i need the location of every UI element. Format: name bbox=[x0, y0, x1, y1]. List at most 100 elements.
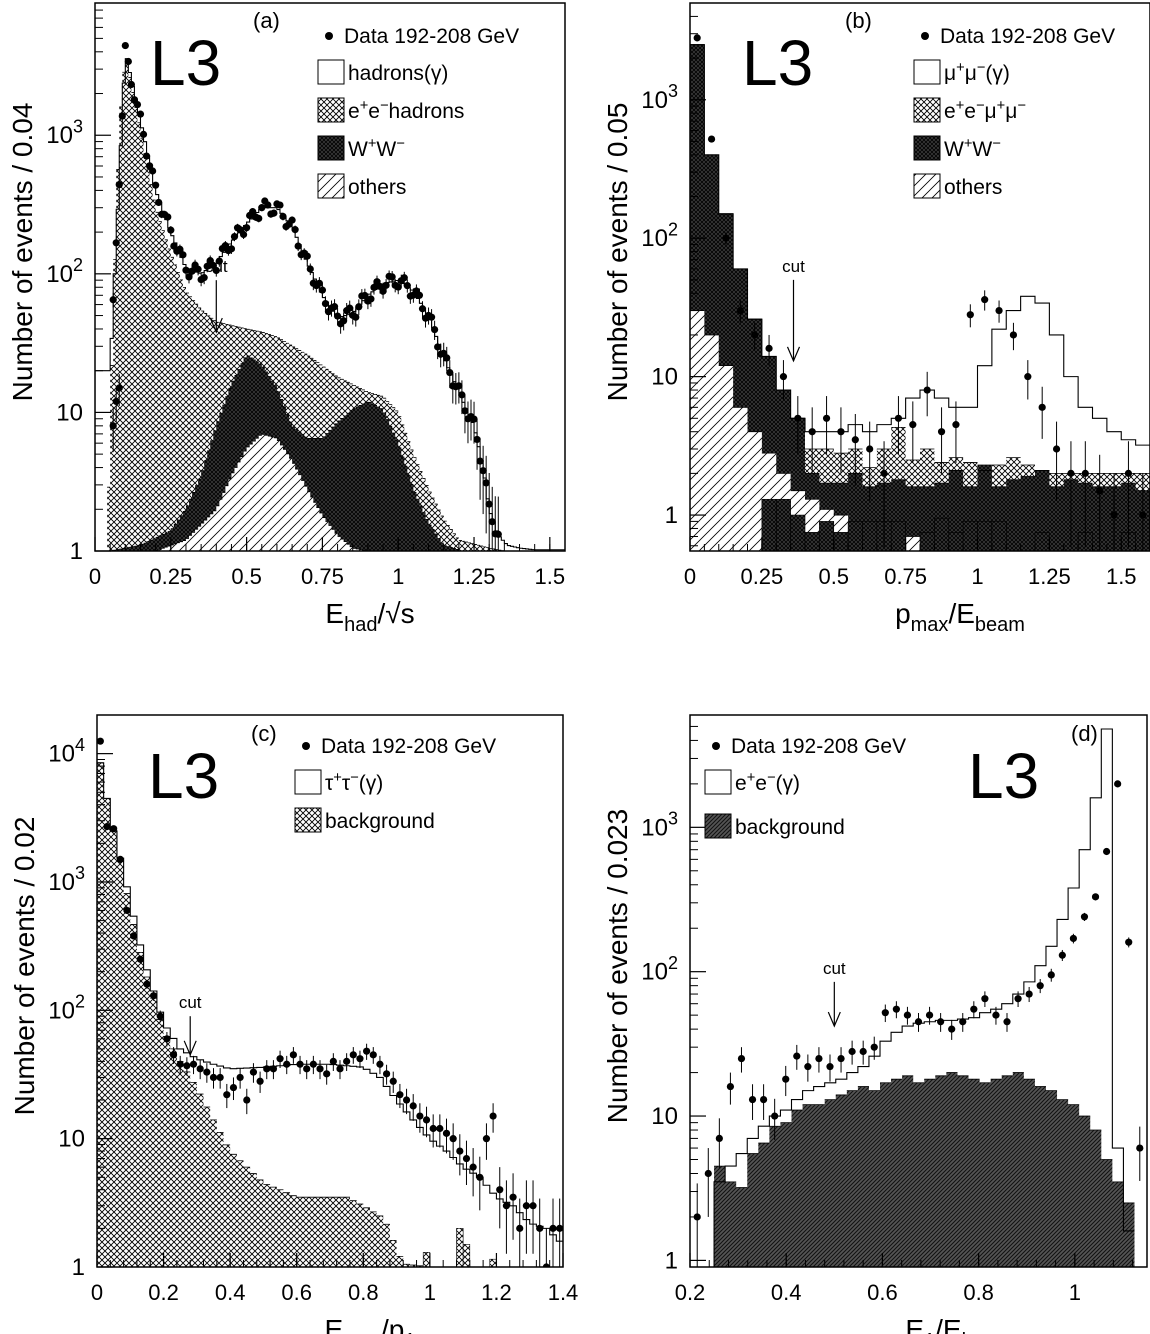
data-point bbox=[859, 1047, 867, 1056]
cut-label: cut bbox=[205, 257, 228, 276]
data-point bbox=[456, 1147, 464, 1155]
data-point bbox=[455, 382, 463, 390]
data-point bbox=[389, 1077, 397, 1085]
hist-fill-dark-bin bbox=[890, 521, 906, 551]
data-point bbox=[388, 273, 396, 281]
data-point bbox=[880, 469, 888, 477]
x-tick-label: 0.4 bbox=[771, 1280, 802, 1305]
data-point bbox=[416, 1112, 424, 1120]
data-point bbox=[236, 1073, 244, 1082]
legend-entry-label: others bbox=[348, 176, 406, 199]
y-axis-label: Number of events / 0.02 bbox=[9, 817, 40, 1116]
cut-label: cut bbox=[179, 993, 202, 1012]
data-point bbox=[256, 1077, 264, 1085]
data-point bbox=[870, 1043, 878, 1051]
legend-entry-label: background bbox=[735, 816, 845, 839]
data-point bbox=[369, 1051, 377, 1059]
data-point bbox=[826, 1063, 834, 1071]
data-point bbox=[1096, 487, 1104, 495]
y-axis-label: Number of events / 0.023 bbox=[602, 809, 633, 1123]
legend-data-label: Data 192-208 GeV bbox=[940, 25, 1115, 48]
panel-tag: (c) bbox=[251, 721, 277, 746]
data-point bbox=[409, 1102, 417, 1110]
legend-swatch-open bbox=[317, 59, 345, 85]
data-point bbox=[542, 1263, 550, 1267]
data-point bbox=[279, 212, 287, 221]
data-point bbox=[443, 354, 451, 362]
data-point bbox=[363, 1047, 371, 1055]
data-point bbox=[97, 737, 104, 745]
data-point bbox=[431, 325, 439, 334]
plot-frame-c bbox=[96, 714, 564, 1268]
data-point bbox=[112, 239, 120, 247]
y-tick-label: 10 bbox=[651, 364, 678, 391]
data-point bbox=[382, 1070, 391, 1078]
data-point bbox=[115, 384, 123, 392]
data-point bbox=[458, 391, 466, 399]
data-point bbox=[270, 209, 278, 217]
data-point bbox=[183, 1062, 191, 1070]
data-point bbox=[346, 304, 354, 312]
data-point bbox=[485, 500, 493, 508]
data-point bbox=[276, 201, 284, 209]
data-point bbox=[808, 428, 816, 436]
y-tick-label: 10 bbox=[58, 1126, 85, 1153]
data-point bbox=[1038, 403, 1046, 411]
data-point bbox=[737, 1054, 746, 1063]
legend-entry-label: τ+τ−(γ) bbox=[325, 770, 383, 795]
data-point bbox=[881, 1009, 889, 1017]
hist-fill-cross bbox=[107, 62, 505, 551]
data-point bbox=[529, 1202, 537, 1210]
data-point bbox=[488, 518, 496, 526]
data-point bbox=[469, 1163, 477, 1171]
data-point bbox=[340, 317, 348, 325]
hist-fill-dark-bin bbox=[977, 521, 993, 551]
data-point bbox=[143, 980, 151, 988]
legend-swatch-cross bbox=[317, 97, 345, 123]
x-tick-label: 0 bbox=[684, 564, 696, 589]
legend-entry-label: others bbox=[944, 176, 1002, 199]
x-tick-label: 0.4 bbox=[215, 1280, 246, 1305]
data-point bbox=[352, 313, 360, 321]
data-point bbox=[981, 995, 989, 1003]
data-point bbox=[110, 825, 118, 833]
data-point bbox=[349, 1051, 357, 1059]
data-point bbox=[230, 233, 239, 241]
data-point bbox=[434, 343, 442, 351]
data-point bbox=[473, 435, 481, 444]
data-point bbox=[1124, 469, 1133, 477]
data-point bbox=[914, 1018, 923, 1026]
hist-fill-dark-bin bbox=[819, 521, 835, 551]
data-point bbox=[726, 1082, 735, 1091]
data-point bbox=[1136, 1144, 1144, 1152]
hist-fill-cross-extra bbox=[462, 1244, 471, 1267]
data-point bbox=[283, 1060, 291, 1068]
hist-fill-dark-bin bbox=[991, 521, 1007, 551]
cut-label: cut bbox=[823, 959, 846, 978]
x-tick-label: 0 bbox=[91, 1280, 103, 1305]
data-point bbox=[502, 1202, 511, 1210]
data-point bbox=[112, 397, 120, 406]
hist-fill-dark-bin bbox=[934, 517, 950, 551]
hist-fill-cross bbox=[97, 762, 430, 1267]
data-point bbox=[179, 251, 187, 259]
data-point bbox=[167, 226, 175, 234]
data-point bbox=[722, 234, 730, 242]
x-tick-label: 0.2 bbox=[675, 1280, 706, 1305]
data-point bbox=[995, 306, 1003, 315]
data-point bbox=[948, 1025, 956, 1033]
data-point bbox=[848, 1047, 856, 1056]
plot-area-d bbox=[693, 728, 1144, 1267]
legend-swatch-open bbox=[704, 769, 732, 795]
data-point bbox=[239, 230, 248, 239]
legend-swatch-darkdiag bbox=[704, 813, 732, 839]
panel-d: 0.2 0.4 0.6 0.8 1 1 10 102 103 E1/Ebeam Number of … bbox=[602, 714, 1148, 1334]
legend-entry-label: e+e−hadrons bbox=[348, 98, 464, 123]
data-point bbox=[522, 1202, 530, 1210]
data-point bbox=[1110, 511, 1118, 519]
data-point bbox=[116, 855, 124, 863]
data-point bbox=[156, 1012, 164, 1020]
data-point bbox=[185, 273, 193, 281]
data-point bbox=[748, 1095, 757, 1104]
